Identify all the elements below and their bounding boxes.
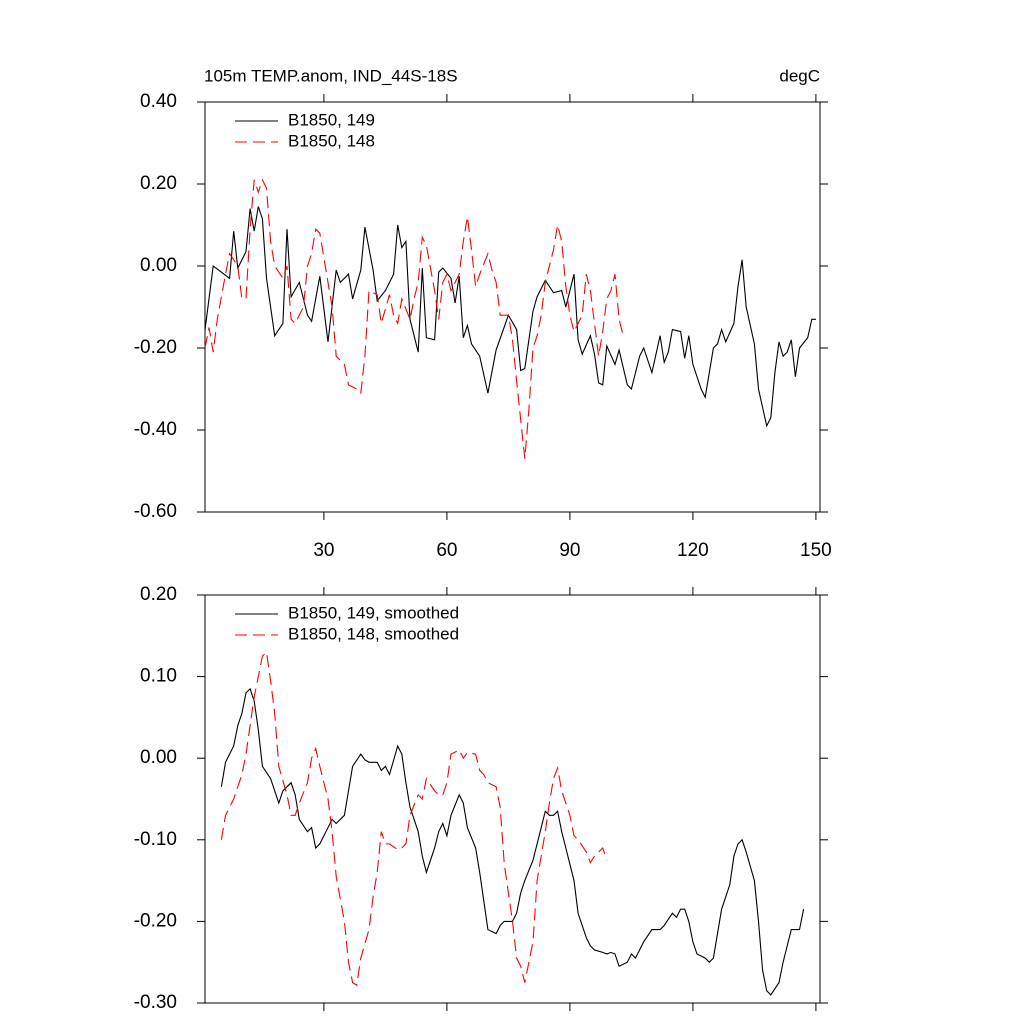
data-line bbox=[204, 206, 816, 428]
legend-label: B1850, 148 bbox=[288, 131, 375, 150]
y-tick-label: 0.10 bbox=[140, 666, 177, 687]
chart-title: 105m TEMP.anom, IND_44S-18S bbox=[204, 66, 458, 85]
y-tick-label: -0.20 bbox=[134, 337, 177, 358]
x-tick-label: 120 bbox=[677, 540, 709, 561]
data-line bbox=[220, 687, 805, 996]
y-tick-label: 0.20 bbox=[140, 584, 177, 605]
units-label: degC bbox=[779, 66, 820, 85]
legend-label: B1850, 149 bbox=[288, 110, 375, 129]
y-tick-label: 0.00 bbox=[140, 255, 177, 276]
y-tick-label: 0.00 bbox=[140, 747, 177, 768]
y-tick-label: 0.40 bbox=[140, 91, 177, 112]
data-line bbox=[220, 650, 608, 986]
plot-frame bbox=[204, 101, 821, 513]
x-tick-label: 30 bbox=[313, 540, 334, 561]
y-tick-label: -0.10 bbox=[134, 829, 177, 850]
y-tick-label: -0.40 bbox=[134, 419, 177, 440]
legend-label: B1850, 149, smoothed bbox=[288, 603, 459, 622]
plot-frame bbox=[204, 594, 821, 1004]
x-tick-label: 60 bbox=[436, 540, 457, 561]
legend-label: B1850, 148, smoothed bbox=[288, 624, 459, 643]
y-tick-label: -0.20 bbox=[134, 910, 177, 931]
x-tick-label: 90 bbox=[559, 540, 580, 561]
y-tick-label: 0.20 bbox=[140, 173, 177, 194]
y-tick-label: -0.30 bbox=[134, 992, 177, 1013]
x-tick-label: 150 bbox=[800, 540, 832, 561]
y-tick-label: -0.60 bbox=[134, 501, 177, 522]
data-line bbox=[204, 178, 624, 459]
